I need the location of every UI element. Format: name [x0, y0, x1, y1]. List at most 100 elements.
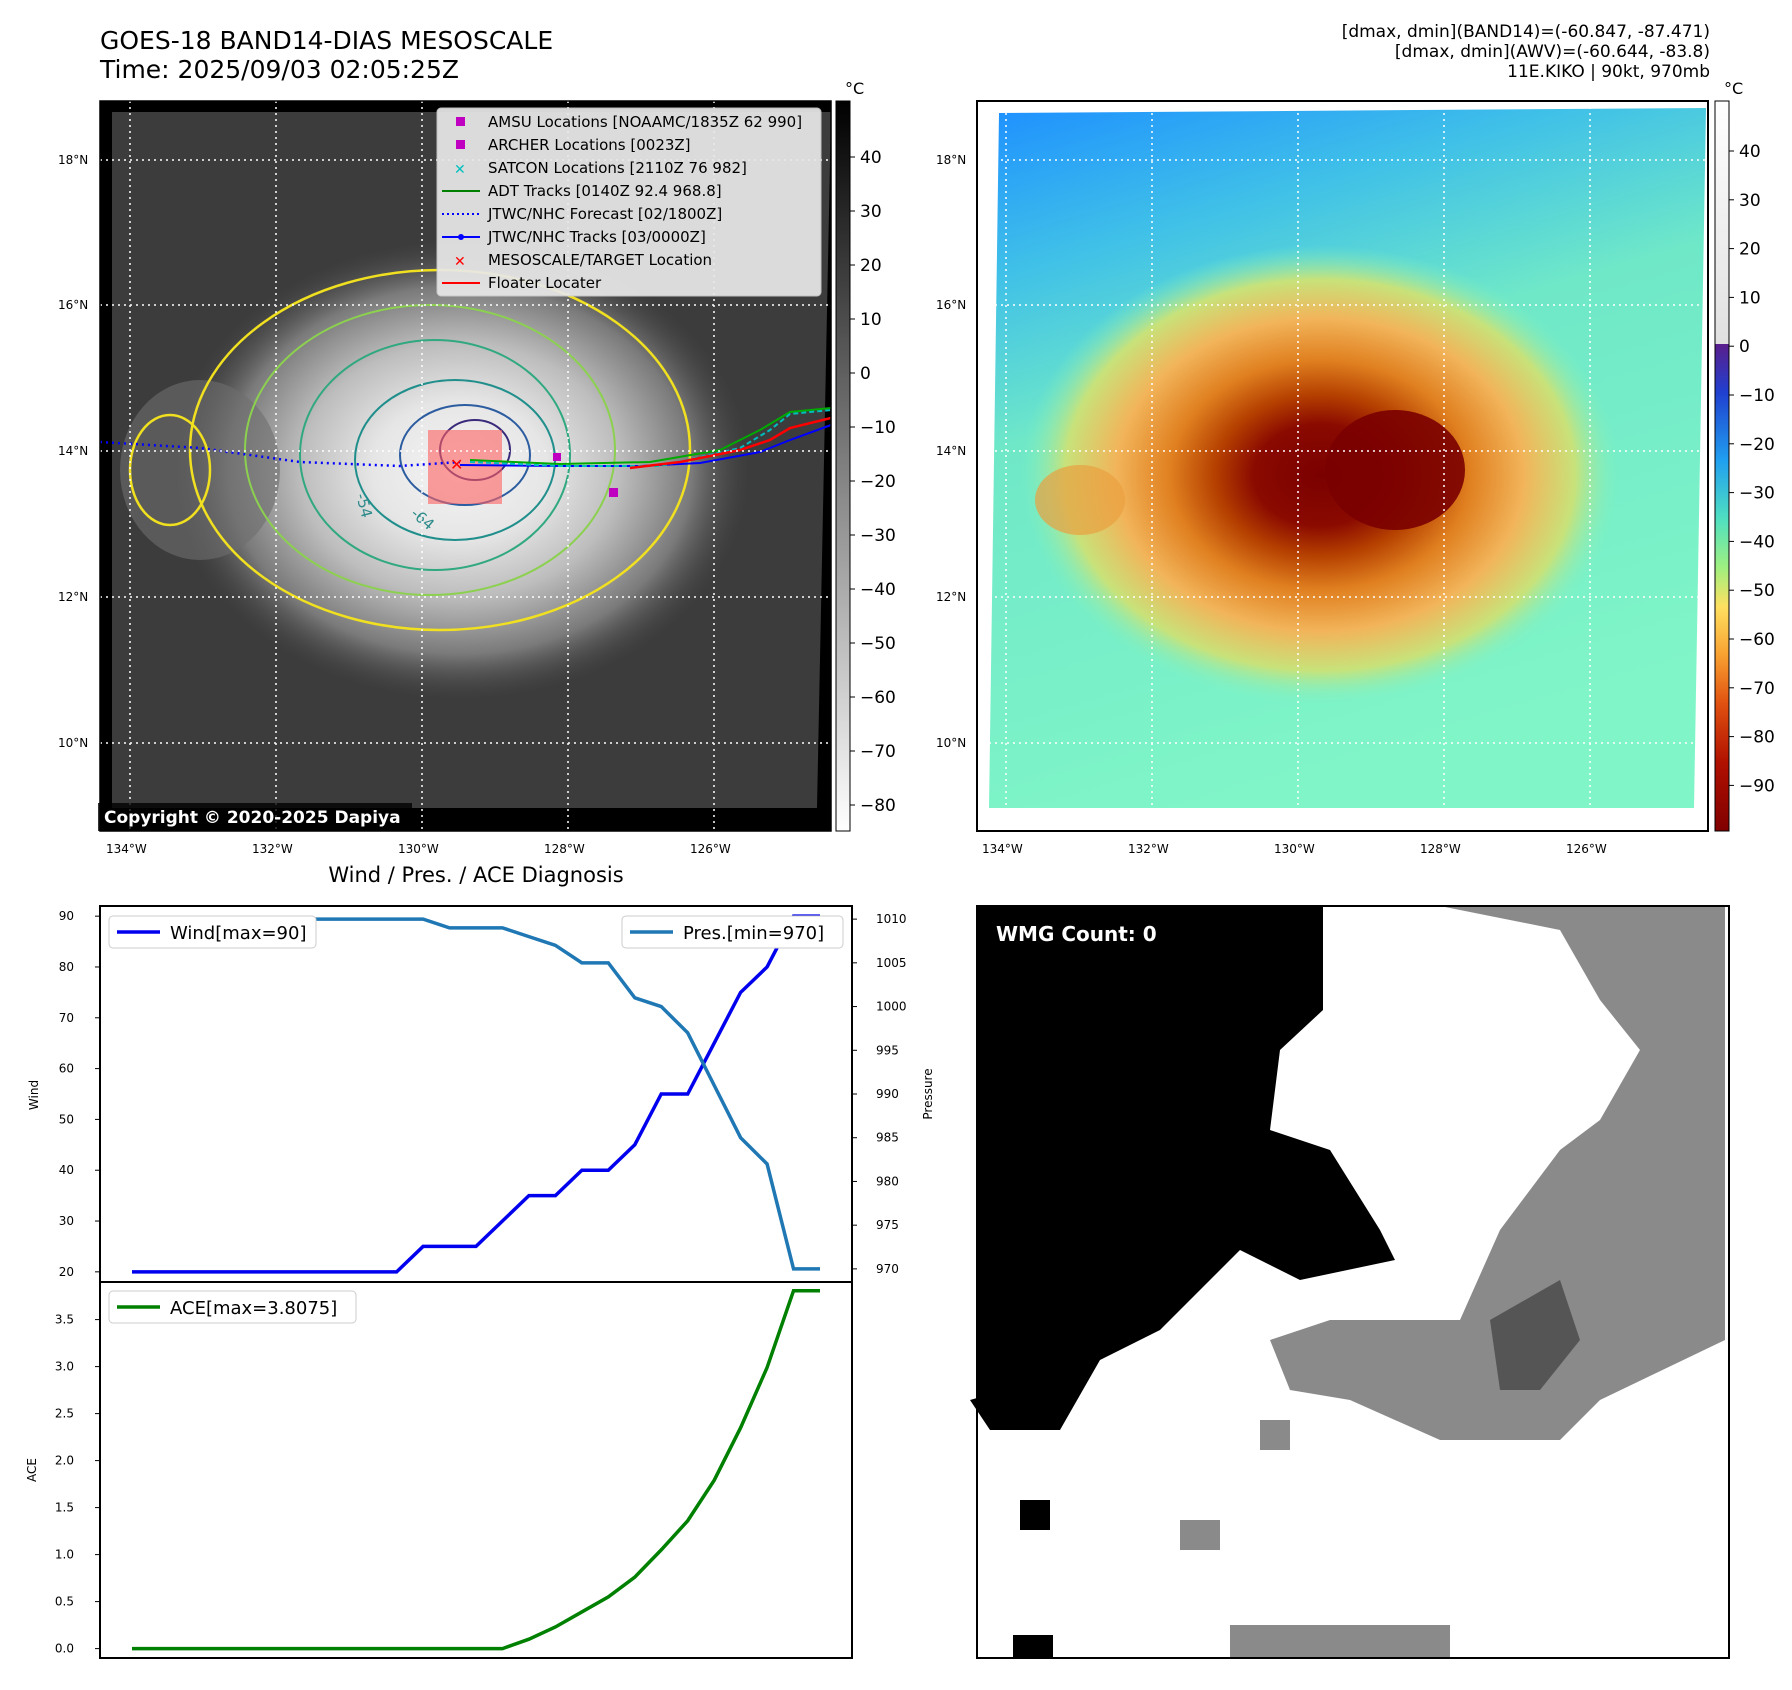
lon-tick-label: 134°W — [106, 842, 147, 856]
legend-label: Floater Locater — [488, 274, 602, 292]
title-line-1: GOES-18 BAND14-DIAS MESOSCALE — [100, 26, 554, 55]
colorbar-tick-label: 40 — [1739, 142, 1761, 162]
forecast-track — [100, 440, 461, 468]
ir-legend: AMSU Locations [NOAAMC/1835Z 62 990] ARCH… — [436, 107, 822, 297]
ace-tick-label: 2.0 — [55, 1454, 74, 1468]
wind-tick-label: 40 — [59, 1163, 74, 1177]
wind-series-line — [132, 914, 820, 1274]
awv-colorbar: °C 40 30 20 10 0 −10 −20 −30 −40 −50 −60 −70 −80 −90 — [1714, 79, 1775, 832]
wmg-count-label: WMG Count: 0 — [996, 922, 1157, 946]
title-line-2: Time: 2025/09/03 02:05:25Z — [100, 55, 459, 84]
awv-colorbar-unit: °C — [1724, 79, 1743, 98]
lon-tick-label: 130°W — [398, 842, 439, 856]
colorbar-tick-label: −50 — [860, 634, 896, 654]
colorbar-tick-label: 0 — [1739, 337, 1750, 357]
legend-label: ARCHER Locations [0023Z] — [488, 136, 691, 154]
wind-pressure-axes — [99, 905, 853, 1283]
awv-map-panel — [976, 100, 1709, 832]
lon-tick-label: 126°W — [1566, 842, 1607, 856]
dmax-awv: [dmax, dmin](AWV)=(-60.644, -83.8) — [1394, 42, 1710, 62]
colorbar-tick-label: −90 — [1739, 776, 1775, 796]
colorbar-tick-label: −10 — [860, 418, 896, 438]
lon-tick-label: 128°W — [1420, 842, 1461, 856]
colorbar-tick-label: −60 — [860, 688, 896, 708]
ace-tick-label: 1.0 — [55, 1548, 74, 1562]
ace-series-line — [132, 1288, 820, 1651]
legend-label: JTWC/NHC Tracks [03/0000Z] — [487, 228, 706, 246]
ace-legend-label: ACE[max=3.8075] — [170, 1298, 337, 1319]
legend-item: ✕ MESOSCALE/TARGET Location — [454, 251, 712, 270]
lat-tick-label: 16°N — [936, 298, 967, 312]
legend-marker: ✕ — [454, 162, 466, 178]
wind-tick-label: 70 — [59, 1011, 74, 1025]
colorbar-tick-label: −30 — [860, 526, 896, 546]
lat-tick-label: 16°N — [58, 298, 89, 312]
colorbar-tick-label: −70 — [1739, 679, 1775, 699]
mesoscale-target-box — [428, 430, 502, 504]
colorbar-tick-label: 30 — [860, 202, 882, 222]
colorbar-tick-label: −80 — [860, 796, 896, 816]
wmg-black-region — [970, 906, 1395, 1430]
figure-title: GOES-18 BAND14-DIAS MESOSCALE Time: 2025… — [100, 26, 553, 84]
colorbar-tick-label: −10 — [1739, 386, 1775, 406]
colorbar-tick-label: 0 — [860, 364, 871, 384]
colorbar-tick-label: 40 — [860, 148, 882, 168]
colorbar-tick-label: −70 — [860, 742, 896, 762]
pressure-tick-label: 990 — [876, 1087, 899, 1101]
copyright-text: Copyright © 2020-2025 Dapiya — [104, 808, 401, 828]
colorbar-tick-label: −40 — [860, 580, 896, 600]
legend-marker: ✕ — [454, 254, 466, 270]
ace-tick-label: 2.5 — [55, 1407, 74, 1421]
colorbar-tick-label: −80 — [1739, 728, 1775, 748]
wind-tick-label: 90 — [59, 909, 74, 923]
colorbar-tick-label: 10 — [1739, 288, 1761, 308]
colorbar-tick-label: −20 — [860, 472, 896, 492]
wind-tick-label: 80 — [59, 960, 74, 974]
diagnosis-title: Wind / Pres. / ACE Diagnosis — [328, 863, 623, 887]
lat-tick-label: 18°N — [936, 153, 967, 167]
pressure-tick-label: 980 — [876, 1174, 899, 1188]
wind-legend-label: Wind[max=90] — [170, 923, 307, 944]
pressure-legend-label: Pres.[min=970] — [683, 923, 824, 944]
wind-axis-label: Wind — [27, 1080, 41, 1110]
lat-tick-label: 12°N — [936, 590, 967, 604]
lon-tick-label: 126°W — [690, 842, 731, 856]
ace-tick-label: 1.5 — [55, 1501, 74, 1515]
colorbar-tick-label: −40 — [1739, 532, 1775, 552]
lon-tick-label: 132°W — [252, 842, 293, 856]
lat-tick-label: 14°N — [936, 444, 967, 458]
lat-tick-label: 10°N — [58, 736, 89, 750]
target-marker: ✕ — [450, 455, 463, 474]
ir-colorbar: °C 40 30 20 10 0 −10 −20 −30 −40 −50 −60 −70 −80 — [835, 79, 896, 832]
wmg-dark-region — [1490, 1280, 1580, 1390]
ace-legend: ACE[max=3.8075] — [108, 1290, 357, 1324]
legend-marker — [456, 140, 465, 149]
pressure-tick-label: 1010 — [876, 912, 907, 926]
ace-tick-label: 0.5 — [55, 1595, 74, 1609]
lon-tick-label: 134°W — [982, 842, 1023, 856]
wind-tick-label: 30 — [59, 1214, 74, 1228]
lat-tick-label: 10°N — [936, 736, 967, 750]
colorbar-tick-label: −20 — [1739, 435, 1775, 455]
lat-tick-label: 18°N — [58, 153, 89, 167]
ir-colorbar-unit: °C — [845, 79, 864, 98]
pressure-tick-label: 985 — [876, 1131, 899, 1145]
lon-tick-label: 132°W — [1128, 842, 1169, 856]
ace-axis-label: ACE — [25, 1458, 39, 1482]
colorbar-tick-label: 30 — [1739, 191, 1761, 211]
archer-marker — [609, 488, 618, 497]
awv-gridlines — [977, 101, 1708, 831]
pressure-tick-label: 1000 — [876, 1000, 907, 1014]
pressure-axis-label: Pressure — [921, 1068, 935, 1119]
colorbar-tick-label: 20 — [860, 256, 882, 276]
legend-label: AMSU Locations [NOAAMC/1835Z 62 990] — [488, 113, 802, 131]
pressure-tick-label: 995 — [876, 1043, 899, 1057]
colorbar-tick-label: −60 — [1739, 630, 1775, 650]
diagnosis-panel: 20 30 40 50 60 70 80 90 970 975 980 985 990 995 1000 10… — [25, 905, 935, 1659]
legend-marker-dot — [458, 234, 464, 240]
lon-tick-label: 130°W — [1274, 842, 1315, 856]
legend-item: JTWC/NHC Tracks [03/0000Z] — [442, 228, 706, 246]
dmax-info: [dmax, dmin](BAND14)=(-60.847, -87.471) … — [1342, 22, 1710, 82]
wind-legend: Wind[max=90] — [108, 915, 317, 949]
